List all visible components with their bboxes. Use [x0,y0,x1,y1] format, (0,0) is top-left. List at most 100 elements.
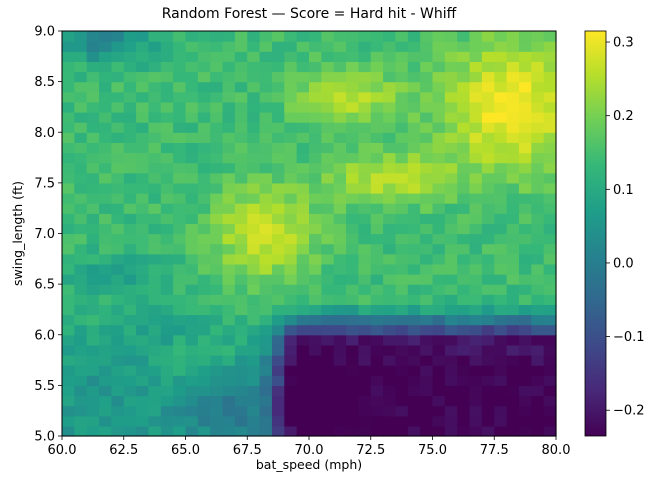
heatmap-cell [432,112,446,123]
heatmap-cell [136,324,150,336]
heatmap-cell [457,274,471,285]
heatmap-cell [148,425,162,437]
heatmap-cell [444,152,458,164]
heatmap-cell [197,344,211,356]
heatmap-cell [136,182,150,194]
heatmap-cell [160,193,174,204]
heatmap-cell [444,193,458,204]
heatmap-cell [259,284,273,295]
heatmap-cell [420,375,434,386]
heatmap-cell [259,101,273,113]
heatmap-cell [469,41,483,52]
heatmap-cell [358,51,372,62]
heatmap-cell [407,314,421,326]
heatmap-cell [74,355,88,366]
heatmap-cell [62,132,75,143]
heatmap-cell [494,284,508,295]
heatmap-cell [481,243,495,255]
heatmap-cell [123,71,137,83]
heatmap-cell [247,324,261,336]
heatmap-cell [383,223,397,235]
heatmap-cell [62,91,75,103]
heatmap-cell [185,61,199,73]
heatmap-cell [543,233,557,245]
heatmap-cell [296,355,310,366]
heatmap-cell [358,122,372,133]
heatmap-cell [432,324,446,336]
heatmap-cell [321,304,335,316]
heatmap-cell [173,223,187,235]
heatmap-cell [74,263,88,275]
heatmap-cell [481,172,495,184]
heatmap-cell [444,172,458,184]
heatmap-cell [197,193,211,204]
heatmap-cell [531,101,545,113]
heatmap-cell [99,101,112,113]
heatmap-cell [197,314,211,326]
heatmap-cell [395,31,409,42]
heatmap-cell [543,172,557,184]
heatmap-cell [160,365,174,376]
heatmap-cell [86,152,100,164]
heatmap-cell [444,203,458,214]
heatmap-cell [457,142,471,154]
heatmap-cell [494,31,508,42]
heatmap-cell [111,101,125,113]
heatmap-cell [160,253,174,265]
heatmap-cell [457,395,471,407]
heatmap-cell [469,304,483,316]
heatmap-cell [271,122,285,133]
heatmap-cell [160,425,174,437]
heatmap-cell [420,172,434,184]
heatmap-cell [210,51,224,62]
heatmap-cell [432,355,446,366]
heatmap-cell [518,385,532,397]
heatmap-cell [518,314,532,326]
heatmap-cell [309,112,322,123]
heatmap-cell [259,344,273,356]
heatmap-cell [210,274,224,285]
heatmap-cell [222,91,236,103]
heatmap-cell [62,334,75,346]
heatmap-cell [284,182,298,194]
heatmap-cell [346,334,359,346]
heatmap-cell [99,324,112,336]
heatmap-cell [358,193,372,204]
heatmap-cell [346,61,359,73]
heatmap-cell [333,142,347,154]
heatmap-cell [506,223,520,235]
heatmap-cell [234,162,248,174]
heatmap-cell [296,152,310,164]
heatmap-cell [222,193,236,204]
heatmap-cell [259,304,273,316]
heatmap-cell [420,243,434,255]
heatmap-cell [395,233,409,245]
heatmap-cell [111,142,125,154]
heatmap-cell [210,405,224,417]
heatmap-cell [518,71,532,83]
heatmap-cell [148,132,162,143]
heatmap-cell [62,182,75,194]
heatmap-cell [395,263,409,275]
heatmap-cell [469,334,483,346]
heatmap-cell [284,395,298,407]
heatmap-cell [383,304,397,316]
heatmap-cell [346,71,359,83]
heatmap-cell [494,172,508,184]
heatmap-cell [123,405,137,417]
heatmap-cell [62,152,75,164]
heatmap-cell [234,274,248,285]
heatmap-cell [160,81,174,93]
heatmap-cell [197,385,211,397]
heatmap-cell [432,101,446,113]
heatmap-cell [99,172,112,184]
heatmap-cell [506,51,520,62]
heatmap-cell [74,112,88,123]
heatmap-cell [74,162,88,174]
heatmap-cell [296,375,310,386]
heatmap-cell [148,415,162,427]
heatmap-cell [506,405,520,417]
heatmap-cell [333,304,347,316]
heatmap-cell [271,314,285,326]
heatmap-cell [457,152,471,164]
